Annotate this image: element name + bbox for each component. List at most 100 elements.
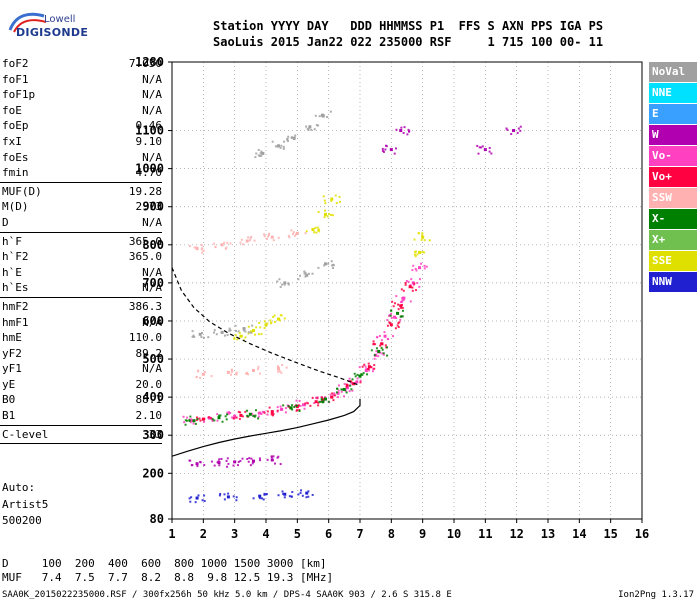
echo-point: [284, 407, 287, 410]
echo-point: [313, 128, 316, 131]
echo-point: [334, 194, 337, 197]
echo-point: [362, 372, 365, 375]
echo-point: [186, 416, 189, 419]
echo-point: [370, 349, 373, 352]
param-row: MUF(D) 19.28: [0, 184, 168, 200]
echo-point: [337, 389, 340, 392]
echo-point: [190, 496, 193, 499]
param-separator: [0, 443, 162, 445]
echo-point: [391, 300, 394, 303]
echo-point: [323, 264, 326, 267]
echo-point: [383, 334, 387, 338]
echo-point: [303, 270, 306, 273]
echo-point: [192, 419, 196, 423]
echo-point: [336, 396, 339, 399]
echo-point: [330, 199, 333, 202]
echo-point: [207, 336, 210, 339]
echo-point: [286, 139, 289, 142]
echo-point: [381, 352, 384, 355]
echo-point: [356, 373, 359, 376]
echo-point: [259, 326, 262, 329]
echo-point: [394, 147, 397, 150]
echo-point: [381, 147, 384, 150]
echo-point: [191, 419, 194, 422]
echo-point: [242, 329, 245, 332]
echo-point: [199, 419, 202, 422]
echo-point: [215, 333, 218, 336]
echo-point: [274, 462, 277, 465]
echo-point: [505, 127, 508, 130]
echo-point: [240, 335, 243, 338]
echo-point: [252, 497, 255, 500]
echo-point: [189, 459, 192, 462]
echo-point: [478, 146, 481, 149]
echo-point: [300, 489, 303, 492]
legend-item-vo: Vo-: [649, 146, 697, 166]
echo-point: [277, 317, 281, 321]
echo-point: [355, 380, 359, 384]
echo-point: [298, 399, 301, 402]
echo-point: [234, 334, 237, 337]
param-row: foF1 N/A: [0, 72, 168, 88]
echo-point: [228, 329, 231, 332]
echo-point: [195, 247, 199, 251]
echo-point: [238, 417, 241, 420]
echo-point: [345, 383, 348, 386]
echo-point: [223, 241, 226, 244]
echo-point: [409, 284, 412, 287]
echo-point: [268, 232, 271, 235]
x-tick-label: 14: [572, 527, 586, 541]
echo-point: [277, 365, 280, 368]
echo-point: [396, 312, 399, 315]
echo-point: [476, 144, 479, 147]
y-tick-label: 700: [142, 276, 164, 290]
echo-point: [400, 315, 403, 318]
x-tick-label: 11: [478, 527, 492, 541]
echo-point: [404, 281, 407, 284]
echo-point: [411, 289, 414, 292]
echo-point: [337, 384, 340, 387]
echo-point: [260, 154, 263, 157]
echo-point: [377, 355, 380, 358]
x-tick-label: 2: [200, 527, 207, 541]
echo-point: [345, 385, 348, 388]
param-separator: [0, 296, 162, 298]
param-label: MUF(D): [2, 184, 42, 198]
param-row: yF1 N/A: [0, 361, 168, 377]
echo-point: [244, 330, 247, 333]
echo-point: [397, 308, 400, 311]
echo-point: [305, 496, 308, 499]
echo-point: [309, 404, 312, 407]
echo-point: [284, 411, 287, 414]
param-label: D: [2, 215, 9, 229]
echo-point: [406, 133, 409, 136]
legend-item-nne: NNE: [649, 83, 697, 103]
echo-point: [294, 134, 297, 137]
echo-point: [317, 266, 320, 269]
file-info-footer: SAA0K_2015022235000.RSF / 300fx256h 50 k…: [2, 590, 452, 600]
param-label: hmE: [2, 331, 22, 345]
echo-point: [202, 417, 205, 420]
echo-point: [281, 364, 284, 367]
echo-point: [247, 415, 250, 418]
echo-point: [270, 410, 274, 414]
echo-point: [418, 266, 422, 270]
echo-point: [196, 418, 199, 421]
echo-point: [322, 400, 325, 403]
echo-point: [279, 285, 282, 288]
echo-point: [230, 369, 233, 372]
echo-point: [376, 347, 379, 350]
echo-point: [280, 371, 283, 374]
echo-point: [234, 324, 237, 327]
echo-point: [201, 251, 204, 254]
echo-point: [314, 396, 317, 399]
echo-point: [259, 152, 262, 155]
echo-point: [367, 367, 370, 370]
echo-point: [250, 457, 253, 460]
echo-point: [200, 335, 203, 338]
echo-point: [411, 286, 414, 289]
echo-point: [188, 497, 191, 500]
echo-point: [234, 416, 237, 419]
param-value: 20.0: [135, 377, 163, 391]
echo-point: [413, 253, 416, 256]
